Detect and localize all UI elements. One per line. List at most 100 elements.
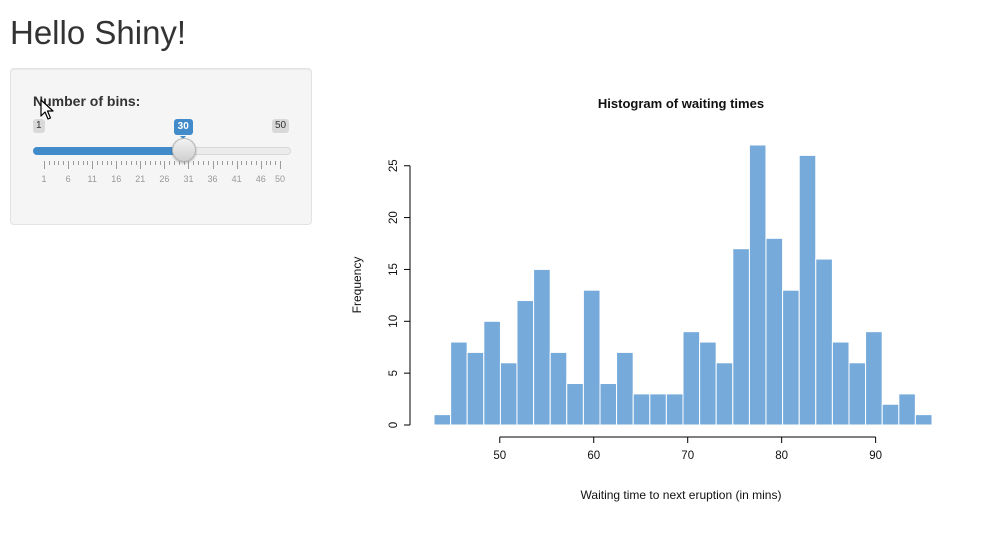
slider-grid-tick <box>236 161 238 169</box>
x-axis-label: Waiting time to next eruption (in mins) <box>581 488 782 502</box>
slider-grid-tick <box>140 161 142 169</box>
slider-handle[interactable] <box>171 138 196 162</box>
slider-grid-tick <box>270 161 272 165</box>
slider-value-label: 30 <box>173 119 193 139</box>
histogram-bar <box>533 268 551 426</box>
histogram-bar <box>682 331 701 426</box>
slider-grid-tick <box>53 161 55 165</box>
slider-grid-tick <box>63 161 65 165</box>
slider-grid-tick <box>92 161 94 169</box>
histogram-bar <box>831 341 850 426</box>
slider-grid-label: 16 <box>111 174 122 184</box>
histogram-bar <box>466 351 485 426</box>
slider-max-label: 50 <box>272 119 290 133</box>
histogram-bar <box>582 289 601 426</box>
histogram-bar <box>748 144 767 426</box>
slider-grid-tick <box>48 161 50 165</box>
y-axis-label: Frequency <box>350 257 364 314</box>
x-tick-label: 90 <box>869 450 882 462</box>
histogram-bar <box>433 414 452 426</box>
histogram-bar <box>782 289 800 426</box>
slider-grid-tick <box>159 161 161 165</box>
bins-slider-label: Number of bins: <box>33 93 141 109</box>
slider-grid-tick <box>154 161 156 165</box>
slider-grid-tick <box>217 161 219 165</box>
histogram-bar <box>914 414 933 426</box>
slider-grid-tick <box>135 161 137 165</box>
y-tick-label: 15 <box>388 263 400 276</box>
sidebar-panel: Number of bins: 1 50 30 1 6 11 16 21 26 31 36 41… <box>10 68 312 225</box>
histogram-bar <box>499 362 518 426</box>
slider-grid-tick <box>188 161 190 169</box>
y-tick-label: 5 <box>388 370 400 376</box>
slider-grid-tick <box>77 161 79 165</box>
histogram-bars <box>433 144 933 426</box>
slider-grid-tick <box>58 161 60 165</box>
y-tick-label: 20 <box>388 211 400 224</box>
histogram-bar <box>665 393 684 426</box>
histogram-bar <box>732 248 750 426</box>
slider-grid-label: 6 <box>65 174 71 184</box>
slider-grid-label: 1 <box>41 174 47 184</box>
slider-grid-tick <box>101 161 103 165</box>
slider-grid-tick <box>280 161 281 169</box>
y-tick-label: 10 <box>388 315 400 328</box>
histogram-bar <box>549 351 568 426</box>
slider-track-fill <box>33 147 184 155</box>
slider-grid-tick <box>145 161 147 165</box>
slider-grid-tick <box>246 161 248 165</box>
slider-grid-label: 36 <box>207 174 218 184</box>
histogram-bar <box>632 393 651 426</box>
histogram-bar <box>616 351 634 426</box>
slider-grid-tick <box>116 161 118 169</box>
slider-grid-label: 46 <box>255 174 266 184</box>
histogram-bar <box>765 237 784 426</box>
y-tick-label: 0 <box>388 422 400 428</box>
slider-grid-tick <box>111 161 113 165</box>
slider-grid-label: 11 <box>87 174 97 184</box>
slider-grid-tick <box>251 161 253 165</box>
histogram-bar <box>566 383 584 426</box>
slider-grid-tick <box>169 161 171 165</box>
slider-grid-tick <box>231 161 233 165</box>
slider-grid-tick <box>178 161 180 165</box>
slider-grid-label: 50 <box>274 174 286 184</box>
slider-grid-tick <box>202 161 204 165</box>
histogram-bar <box>715 362 734 426</box>
slider-grid-tick <box>207 161 209 165</box>
histogram-chart: Histogram of waiting times Waiting time … <box>350 96 933 502</box>
slider-grid-tick <box>164 161 166 169</box>
histogram-bar <box>881 403 900 426</box>
slider-grid-tick <box>82 161 84 165</box>
slider-grid-tick <box>275 161 277 165</box>
slider-grid-tick <box>183 161 185 165</box>
slider-grid-tick <box>227 161 229 165</box>
x-tick-label: 70 <box>681 450 694 462</box>
slider-grid-tick <box>265 161 267 165</box>
slider-grid-label: 21 <box>135 174 146 184</box>
slider-grid-tick <box>212 161 214 169</box>
slider-grid-tick <box>149 161 151 165</box>
slider-grid-tick <box>241 161 243 165</box>
mouse-pointer-icon <box>40 99 54 120</box>
slider-grid-tick <box>106 161 108 165</box>
slider-grid-tick <box>121 161 123 165</box>
slider-grid-tick <box>198 161 200 165</box>
y-tick-label: 25 <box>388 159 400 172</box>
histogram-bar <box>898 393 916 426</box>
bins-slider[interactable]: 1 50 30 1 6 11 16 21 26 31 36 41 46 50 <box>33 115 293 195</box>
slider-grid-tick <box>222 161 224 165</box>
slider-grid-tick <box>130 161 132 165</box>
slider-grid-label: 41 <box>231 174 242 184</box>
slider-grid-tick <box>193 161 195 165</box>
histogram-bar <box>848 362 867 426</box>
x-tick-label: 80 <box>775 450 788 462</box>
histogram-bar <box>450 341 468 426</box>
x-tick-label: 60 <box>587 450 600 462</box>
slider-grid-tick <box>44 161 45 169</box>
histogram-bar <box>516 300 535 426</box>
histogram-bar <box>483 320 501 426</box>
slider-grid-tick <box>87 161 89 165</box>
slider-grid-label: 31 <box>183 174 194 184</box>
slider-grid-tick <box>260 161 262 169</box>
